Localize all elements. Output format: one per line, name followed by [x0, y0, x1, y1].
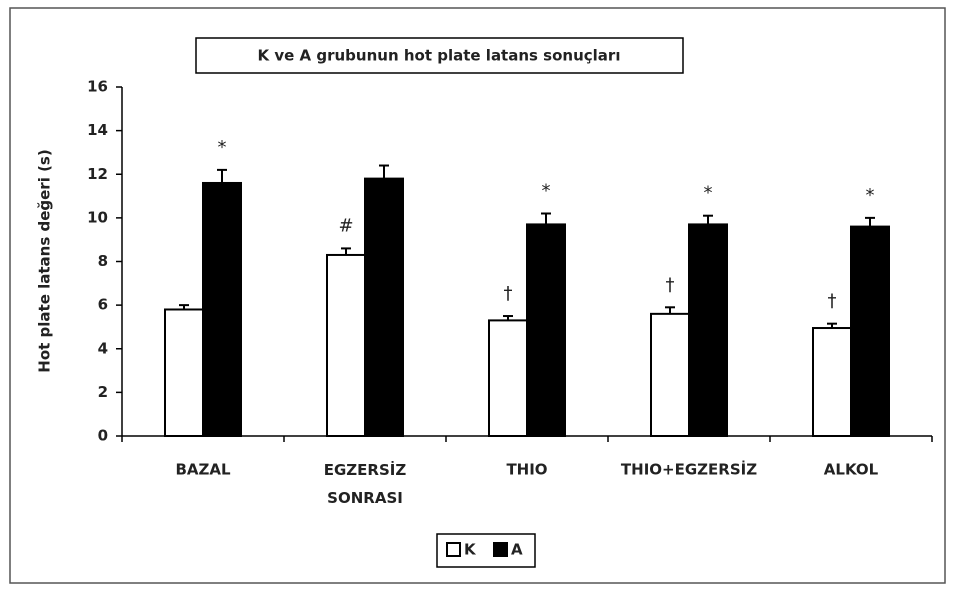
legend-label: A	[511, 541, 523, 559]
legend-label: K	[464, 541, 477, 559]
bar	[688, 223, 728, 437]
y-tick-label: 0	[98, 427, 108, 445]
significance-marker: *	[218, 137, 227, 158]
significance-marker: †	[504, 283, 513, 304]
significance-marker: #	[338, 215, 353, 236]
title-box	[195, 37, 684, 74]
x-tick-label: EGZERSİZ SONRASI	[324, 460, 407, 507]
bar	[326, 253, 366, 437]
y-tick-label: 12	[87, 165, 108, 183]
x-tick-label: BAZAL	[175, 461, 231, 479]
bar	[812, 327, 852, 438]
significance-marker: †	[666, 274, 675, 295]
y-tick-label: 4	[98, 339, 108, 357]
y-tick-label: 6	[98, 296, 108, 314]
x-tick-label: ALKOL	[824, 461, 879, 479]
significance-marker: †	[828, 291, 837, 312]
bar	[650, 312, 690, 438]
chart-title: K ve A grubunun hot plate latans sonuçla…	[258, 47, 621, 65]
y-tick-label: 8	[98, 252, 108, 270]
x-tick-label: THIO+EGZERSİZ	[621, 460, 757, 479]
bar	[850, 225, 890, 437]
bar	[488, 319, 528, 437]
significance-marker: *	[866, 185, 875, 206]
significance-marker: *	[542, 181, 551, 202]
bar	[164, 308, 204, 437]
bar	[364, 177, 404, 438]
legend-swatch	[446, 542, 461, 557]
x-tick-label: THIO	[506, 461, 547, 479]
y-tick-label: 2	[98, 383, 108, 401]
legend-swatch	[493, 542, 508, 557]
y-tick-label: 14	[87, 121, 108, 139]
significance-marker: *	[704, 183, 713, 204]
y-tick-label: 16	[87, 78, 108, 96]
bar	[202, 181, 242, 437]
y-tick-label: 10	[87, 208, 108, 226]
bar	[526, 223, 566, 437]
chart-frame	[9, 7, 946, 584]
y-axis-label: Hot plate latans değeri (s)	[36, 149, 54, 372]
